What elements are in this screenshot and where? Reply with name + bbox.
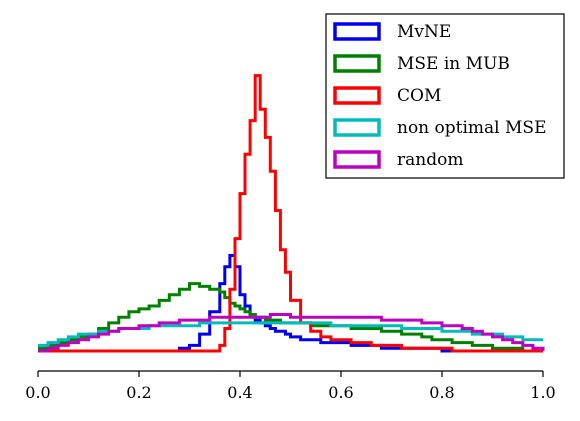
- series-line-3: [38, 321, 543, 347]
- plot-area: [38, 74, 545, 353]
- x-tick-label: 0.8: [429, 383, 454, 402]
- x-tick-label: 0.0: [25, 383, 50, 402]
- legend-swatch-3: [333, 118, 381, 137]
- x-tick-label: 1.0: [530, 383, 555, 402]
- legend-label-3: non optimal MSE: [397, 118, 546, 138]
- legend-label-1: MSE in MUB: [397, 54, 510, 74]
- x-tick-label: 0.4: [227, 383, 252, 402]
- legend-label-2: COM: [397, 86, 441, 106]
- x-tick-label: 0.2: [126, 383, 151, 402]
- legend-label-4: random: [397, 150, 463, 170]
- series-line-2: [38, 74, 543, 353]
- legend-swatch-0: [333, 22, 381, 41]
- x-tick-label: 0.6: [328, 383, 353, 402]
- series-line-0: [38, 254, 543, 353]
- legend-swatch-2: [333, 86, 381, 105]
- legend-swatch-1: [333, 54, 381, 73]
- x-axis-ticks: 0.0 0.2 0.4 0.6 0.8 1.0: [25, 371, 556, 402]
- legend-swatch-4: [333, 150, 381, 169]
- legend-label-0: MvNE: [397, 22, 451, 42]
- series-line-1: [38, 282, 543, 353]
- legend: MvNE MSE in MUB COM non optimal MSE random: [325, 13, 565, 179]
- series-line-4: [38, 313, 545, 353]
